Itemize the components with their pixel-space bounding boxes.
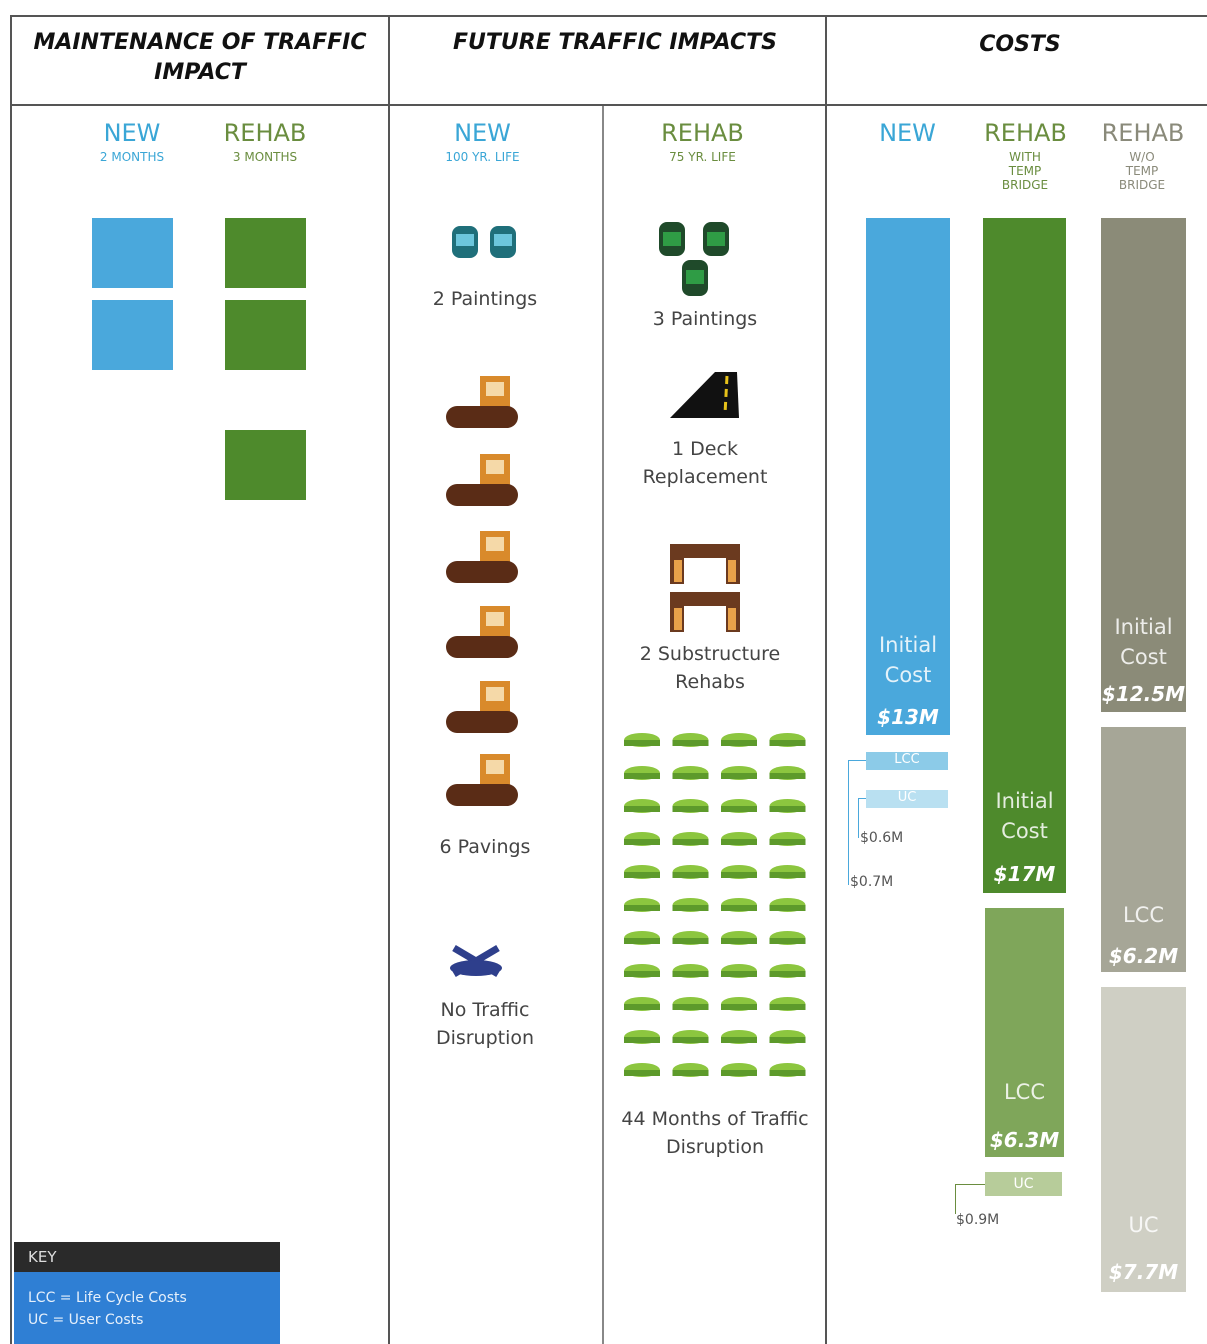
bar-label: LCC <box>985 1077 1064 1107</box>
bar-value: $12.5M <box>1101 682 1186 706</box>
header: FUTURE TRAFFIC IMPACTS <box>440 28 790 58</box>
leader-line <box>858 798 859 838</box>
cost-bar <box>1101 727 1186 972</box>
cost-label: $0.7M <box>850 874 893 890</box>
bar-label: Initial Cost <box>866 630 950 690</box>
cost-bar: LCC <box>866 752 948 770</box>
month-block <box>225 300 306 370</box>
caption: No Traffic Disruption <box>405 996 565 1052</box>
life: 75 YR. LIFE <box>665 150 740 164</box>
paver-icons <box>440 372 530 812</box>
key-entry: UC = User Costs <box>28 1312 143 1328</box>
leader-line <box>848 760 849 885</box>
divider <box>388 15 390 1344</box>
frame-left <box>10 15 12 1344</box>
col-label: REHAB <box>205 120 325 146</box>
subheading: WITH TEMP BRIDGE <box>995 150 1055 192</box>
col-label: NEW <box>72 120 192 146</box>
bar-value: $7.7M <box>1101 1260 1186 1284</box>
paint-icons <box>655 218 735 302</box>
key-body <box>14 1272 280 1344</box>
cost-bar: UC <box>985 1172 1062 1196</box>
cost-label: $0.9M <box>956 1212 999 1228</box>
car-icons <box>620 728 815 1078</box>
bar-label: UC <box>1101 1210 1186 1240</box>
paint-icons <box>448 222 522 262</box>
caption: 2 Paintings <box>410 285 560 313</box>
col-label: REHAB <box>968 120 1083 146</box>
bar-value: $13M <box>866 705 950 729</box>
caption: 1 Deck Replacement <box>620 435 790 491</box>
bar-label: Initial Cost <box>983 786 1066 846</box>
month-block <box>225 218 306 288</box>
caption: 6 Pavings <box>410 833 560 861</box>
caption: 44 Months of Traffic Disruption <box>615 1105 815 1161</box>
bar-value: $6.3M <box>985 1128 1064 1152</box>
cost-bar: UC <box>866 790 948 808</box>
month-block <box>92 218 173 288</box>
caption: 3 Paintings <box>625 305 785 333</box>
duration: 2 MONTHS <box>92 150 172 164</box>
leader-line <box>848 760 866 761</box>
divider <box>602 106 604 1344</box>
header-line <box>10 104 1207 106</box>
no-disruption-icon <box>448 940 508 980</box>
leader-line <box>955 1184 956 1214</box>
col-label: NEW <box>850 120 965 146</box>
month-block <box>92 300 173 370</box>
leader-line <box>955 1184 985 1185</box>
leader-line <box>858 798 866 799</box>
key-title: KEY <box>14 1242 280 1272</box>
header: MAINTENANCE OF TRAFFIC IMPACT <box>30 28 370 88</box>
cost-bar <box>1101 987 1186 1292</box>
col-label: NEW <box>420 120 545 146</box>
key-entry: LCC = Life Cycle Costs <box>28 1290 187 1306</box>
cost-bar <box>985 908 1064 1157</box>
deck-icon <box>665 370 745 420</box>
subheading: W/O TEMP BRIDGE <box>1112 150 1172 192</box>
bar-label: Initial Cost <box>1101 612 1186 672</box>
col-label: REHAB <box>640 120 765 146</box>
divider <box>825 15 827 1344</box>
bar-label: LCC <box>1101 900 1186 930</box>
duration: 3 MONTHS <box>225 150 305 164</box>
frame-top <box>10 15 1207 17</box>
cost-label: $0.6M <box>860 830 903 846</box>
caption: 2 Substructure Rehabs <box>620 640 800 696</box>
bar-value: $6.2M <box>1101 944 1186 968</box>
bar-value: $17M <box>983 862 1066 886</box>
substructure-icons <box>668 542 742 634</box>
header: COSTS <box>900 30 1140 60</box>
page: MAINTENANCE OF TRAFFIC IMPACT FUTURE TRA… <box>0 0 1207 1344</box>
col-label: REHAB <box>1088 120 1198 146</box>
month-block <box>225 430 306 500</box>
life: 100 YR. LIFE <box>445 150 520 164</box>
